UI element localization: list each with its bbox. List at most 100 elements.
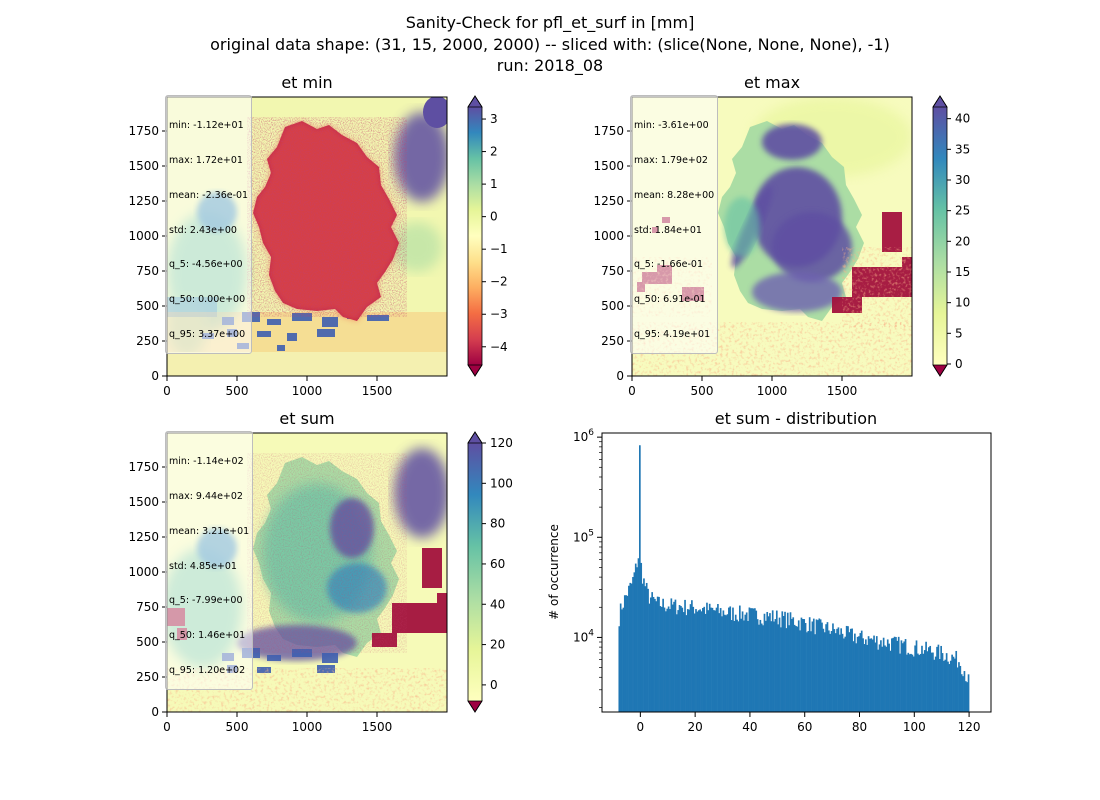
- histogram-bar: [886, 639, 889, 712]
- histogram-et-sum: et sum - distribution 0 20 40 60 80 100 120 10…: [547, 409, 992, 734]
- histogram-bar: [884, 645, 886, 712]
- histogram-bar: [837, 627, 840, 712]
- histogram-bar: [747, 620, 749, 712]
- histogram-bar: [800, 617, 803, 712]
- colorbar-tick-label: 40: [490, 597, 505, 611]
- y-tick-label: 1250: [593, 194, 624, 208]
- x-tick-label: 1500: [362, 720, 393, 734]
- histogram-bar: [915, 640, 918, 712]
- histogram-bar: [906, 654, 908, 712]
- x-tick-label: 80: [852, 720, 867, 734]
- histogram-bar: [738, 605, 741, 712]
- histogram-bar: [715, 607, 718, 712]
- histogram-bar: [955, 650, 958, 712]
- histogram-bar: [966, 682, 969, 712]
- figure-title-line-2: original data shape: (31, 15, 2000, 2000…: [210, 35, 890, 54]
- stat-min: min: -3.61e+00: [634, 120, 709, 132]
- histogram-bar: [901, 643, 904, 712]
- y-tick-label: 500: [136, 299, 159, 313]
- y-tick-label: 0: [616, 369, 624, 383]
- histogram-bar: [748, 607, 751, 712]
- y-tick-label: 1750: [128, 124, 159, 138]
- histogram-bar: [671, 604, 674, 712]
- histogram-bar: [744, 614, 747, 712]
- histogram-bar: [947, 661, 949, 712]
- histogram-bar: [718, 613, 721, 712]
- y-tick-label: 500: [601, 299, 624, 313]
- x-tick-label: 1000: [292, 720, 323, 734]
- figure-title-line-1: Sanity-Check for pfl_et_surf in [mm]: [406, 13, 695, 33]
- stat-q50: q_50: 6.91e-01: [634, 294, 706, 306]
- histogram-bar: [952, 656, 955, 712]
- histogram-bar: [737, 621, 740, 712]
- y-axis-et-min: 0 250 500 750 1000 1250 1500 1750: [128, 124, 167, 383]
- stat-q50: q_50: 1.46e+01: [169, 630, 246, 642]
- y-tick-label: 1500: [128, 159, 159, 173]
- y-tick-label: 104: [573, 628, 594, 644]
- y-tick-label: 1250: [128, 194, 159, 208]
- histogram-bar: [675, 614, 678, 712]
- histogram-bar: [695, 609, 697, 712]
- x-tick-label: 1000: [757, 384, 788, 398]
- histogram-bar: [699, 609, 701, 712]
- colorbar-tick-label: 3: [490, 112, 498, 126]
- histogram-bar: [745, 612, 748, 712]
- colorbar-extend-top: [932, 95, 948, 108]
- histogram-bar: [645, 582, 648, 712]
- histogram-bar: [670, 598, 673, 712]
- histogram-bar: [806, 632, 808, 712]
- histogram-bar: [700, 611, 703, 712]
- histogram-bar: [780, 627, 782, 712]
- histogram-bar: [854, 633, 856, 712]
- histogram-bar: [873, 635, 875, 712]
- histogram-bar: [736, 619, 738, 712]
- histogram-bar: [707, 610, 710, 712]
- histogram-bar: [834, 633, 837, 712]
- histogram-bar: [704, 613, 707, 712]
- colorbar-et-min: −4 −3 −2 −1 0 1 2 3: [467, 95, 508, 377]
- histogram-bar: [625, 595, 627, 712]
- histogram-bar: [848, 632, 851, 712]
- histogram-bar: [634, 563, 637, 712]
- y-tick-label: 1750: [593, 124, 624, 138]
- histogram-bar: [875, 636, 878, 712]
- x-tick-label: 0: [637, 720, 645, 734]
- histogram-bar: [680, 606, 682, 712]
- x-tick-label: 500: [226, 720, 249, 734]
- stats-box-et-max: min: -3.61e+00 max: 1.79e+02 mean: 8.28e…: [630, 95, 719, 355]
- colorbar-tick-label: 0: [490, 210, 498, 224]
- stat-mean: mean: 8.28e+00: [634, 189, 715, 201]
- colorbar-tick-label: −2: [490, 275, 508, 289]
- histogram-bar: [930, 652, 933, 712]
- stat-max: max: 1.72e+01: [169, 154, 243, 166]
- histogram-bar: [948, 664, 951, 712]
- y-axis-label-histogram: # of occurrence: [547, 524, 561, 620]
- histogram-bar: [899, 653, 901, 712]
- histogram-bar: [712, 610, 715, 712]
- histogram-bar: [656, 596, 659, 712]
- histogram-bar: [900, 640, 903, 712]
- histogram-bar: [808, 617, 811, 712]
- histogram-bar: [708, 603, 711, 712]
- histogram-bar: [791, 618, 793, 712]
- histogram-bar: [663, 607, 666, 712]
- histogram-bar: [963, 671, 966, 712]
- histogram-bar: [706, 602, 708, 712]
- x-tick-label: 500: [691, 384, 714, 398]
- histogram-bar: [669, 609, 671, 712]
- x-tick-label: 1500: [827, 384, 858, 398]
- colorbar-tick-label: 0: [490, 678, 498, 692]
- histogram-bar: [719, 608, 722, 712]
- y-axis-et-sum: 0 250 500 750 1000 1250 1500 1750: [128, 460, 167, 719]
- histogram-bar: [819, 619, 822, 712]
- histogram-bar: [943, 660, 945, 712]
- histogram-bar: [688, 609, 690, 712]
- histogram-bar: [855, 643, 858, 712]
- histogram-bar: [951, 654, 953, 712]
- stat-mean: mean: 3.21e+01: [169, 525, 250, 537]
- histogram-bar: [911, 654, 914, 712]
- panel-title-et-min: et min: [281, 73, 332, 92]
- y-tick-label: 0: [151, 369, 159, 383]
- histogram-bar: [841, 633, 844, 712]
- histogram-bar: [766, 611, 769, 712]
